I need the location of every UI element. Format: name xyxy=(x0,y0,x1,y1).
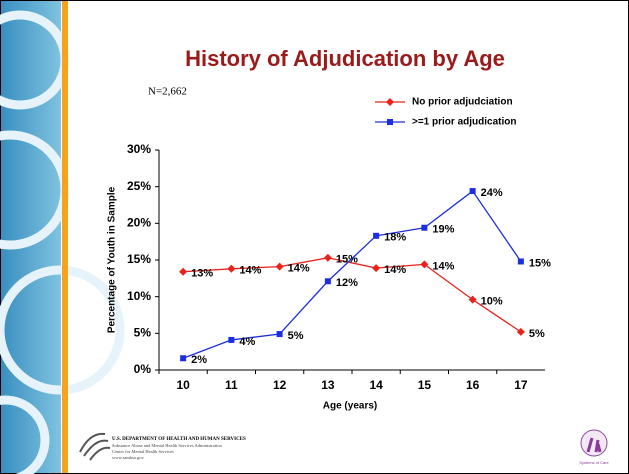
legend-label: No prior adjudciation xyxy=(412,97,513,108)
x-tick-label: 13 xyxy=(321,378,335,392)
soc-logo xyxy=(581,430,607,456)
orange-bar xyxy=(62,1,68,473)
marker xyxy=(387,119,393,125)
x-tick-label: 10 xyxy=(176,378,190,392)
data-label: 4% xyxy=(239,336,255,348)
data-label: 2% xyxy=(191,354,207,366)
data-label: 24% xyxy=(481,187,503,199)
data-label: 5% xyxy=(529,328,545,340)
data-label: 14% xyxy=(432,260,454,272)
x-tick-label: 11 xyxy=(225,378,238,392)
y-tick-label: 25% xyxy=(127,179,151,193)
data-label: 13% xyxy=(191,268,213,280)
marker xyxy=(518,258,524,264)
x-tick-label: 15 xyxy=(418,378,432,392)
data-label: 19% xyxy=(432,224,454,236)
footer-line: www.samhsa.gov xyxy=(112,455,144,460)
x-tick-label: 12 xyxy=(273,378,287,392)
footer-line: Substance Abuse and Mental Health Servic… xyxy=(112,443,222,448)
marker xyxy=(228,337,234,343)
footer-line: Center for Mental Health Services xyxy=(112,449,174,454)
marker xyxy=(325,278,331,284)
y-tick-label: 30% xyxy=(127,142,151,156)
marker xyxy=(277,331,283,337)
data-label: 15% xyxy=(529,257,551,269)
marker xyxy=(470,188,476,194)
data-label: 5% xyxy=(288,330,304,342)
y-tick-label: 20% xyxy=(127,216,151,230)
x-tick-label: 16 xyxy=(466,378,480,392)
x-tick-label: 14 xyxy=(369,378,383,392)
soc-logo-text: Systems of Care xyxy=(579,460,609,465)
data-label: 14% xyxy=(288,263,310,275)
x-tick-label: 17 xyxy=(514,378,528,392)
y-tick-label: 5% xyxy=(134,326,152,340)
slide: History of Adjudication by Age N=2,662 P… xyxy=(0,0,629,474)
x-axis-label: Age (years) xyxy=(323,401,377,412)
y-tick-label: 0% xyxy=(134,362,152,376)
data-label: 18% xyxy=(384,232,406,244)
y-tick-label: 10% xyxy=(127,289,151,303)
legend-label: >=1 prior adjudication xyxy=(412,117,516,128)
marker xyxy=(373,233,379,239)
data-label: 12% xyxy=(336,277,358,289)
y-axis-label: Percentage of Youth in Sample xyxy=(107,186,118,333)
slide-border xyxy=(1,1,629,474)
marker xyxy=(421,225,427,231)
data-label: 14% xyxy=(384,264,406,276)
data-label: 14% xyxy=(239,265,261,277)
marker xyxy=(180,355,186,361)
footer-agency: U.S. DEPARTMENT OF HEALTH AND HUMAN SERV… xyxy=(112,437,246,442)
chart-title: History of Adjudication by Age xyxy=(185,46,505,71)
y-tick-label: 15% xyxy=(127,252,151,266)
subtitle: N=2,662 xyxy=(148,86,187,98)
data-label: 10% xyxy=(481,296,503,308)
